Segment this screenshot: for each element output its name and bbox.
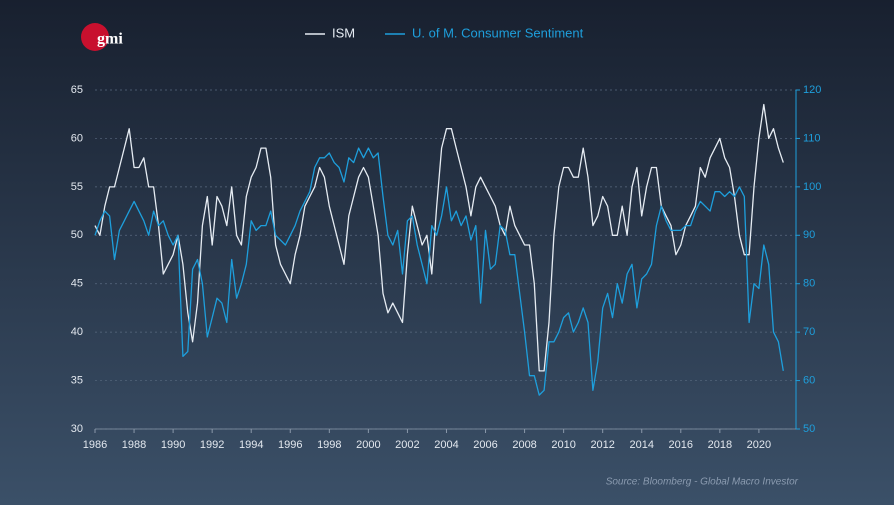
y-tick-label: 30 bbox=[71, 423, 83, 435]
x-tick-label: 2020 bbox=[747, 439, 771, 451]
x-tick-label: 2008 bbox=[512, 439, 536, 451]
source: Source: Bloomberg - Global Macro Investo… bbox=[606, 477, 799, 488]
y2-tick-label: 90 bbox=[803, 229, 815, 241]
series-line bbox=[94, 103, 784, 372]
x-tick-label: 2018 bbox=[708, 439, 732, 451]
y2-tick-label: 110 bbox=[803, 132, 821, 144]
y-tick-label: 65 bbox=[71, 84, 83, 96]
y2-tick-label: 60 bbox=[803, 374, 815, 386]
y-tick-label: 35 bbox=[71, 374, 83, 386]
legend-label: ISM bbox=[332, 25, 355, 40]
x-tick-label: 1988 bbox=[122, 439, 146, 451]
x-tick-label: 1994 bbox=[239, 439, 263, 451]
x-tick-label: 1998 bbox=[317, 439, 341, 451]
y-tick-label: 60 bbox=[71, 132, 83, 144]
x-tick-label: 2014 bbox=[629, 439, 653, 451]
x-tick-label: 1990 bbox=[161, 439, 185, 451]
y2-tick-label: 70 bbox=[803, 326, 815, 338]
x-tick-label: 2002 bbox=[395, 439, 419, 451]
series-line bbox=[94, 147, 784, 396]
y2-tick-label: 80 bbox=[803, 278, 815, 290]
x-tick-label: 2000 bbox=[356, 439, 380, 451]
y2-tick-label: 120 bbox=[803, 84, 821, 96]
x-tick-label: 2004 bbox=[434, 439, 458, 451]
y-tick-label: 40 bbox=[71, 326, 83, 338]
y-tick-label: 50 bbox=[71, 229, 83, 241]
x-tick-label: 1986 bbox=[83, 439, 107, 451]
x-tick-label: 1996 bbox=[278, 439, 302, 451]
x-tick-label: 1992 bbox=[200, 439, 224, 451]
x-tick-label: 2016 bbox=[669, 439, 693, 451]
x-tick-label: 2006 bbox=[473, 439, 497, 451]
y2-tick-label: 100 bbox=[803, 181, 821, 193]
y-tick-label: 55 bbox=[71, 181, 83, 193]
x-tick-label: 2012 bbox=[590, 439, 614, 451]
y-tick-label: 45 bbox=[71, 278, 83, 290]
legend-label: U. of M. Consumer Sentiment bbox=[412, 25, 584, 40]
legend: ISM U. of M. Consumer Sentiment bbox=[305, 25, 584, 40]
logo-mark bbox=[81, 23, 109, 51]
y2-tick-label: 50 bbox=[803, 423, 815, 435]
x-tick-label: 2010 bbox=[551, 439, 575, 451]
logo: gmi bbox=[97, 31, 123, 48]
